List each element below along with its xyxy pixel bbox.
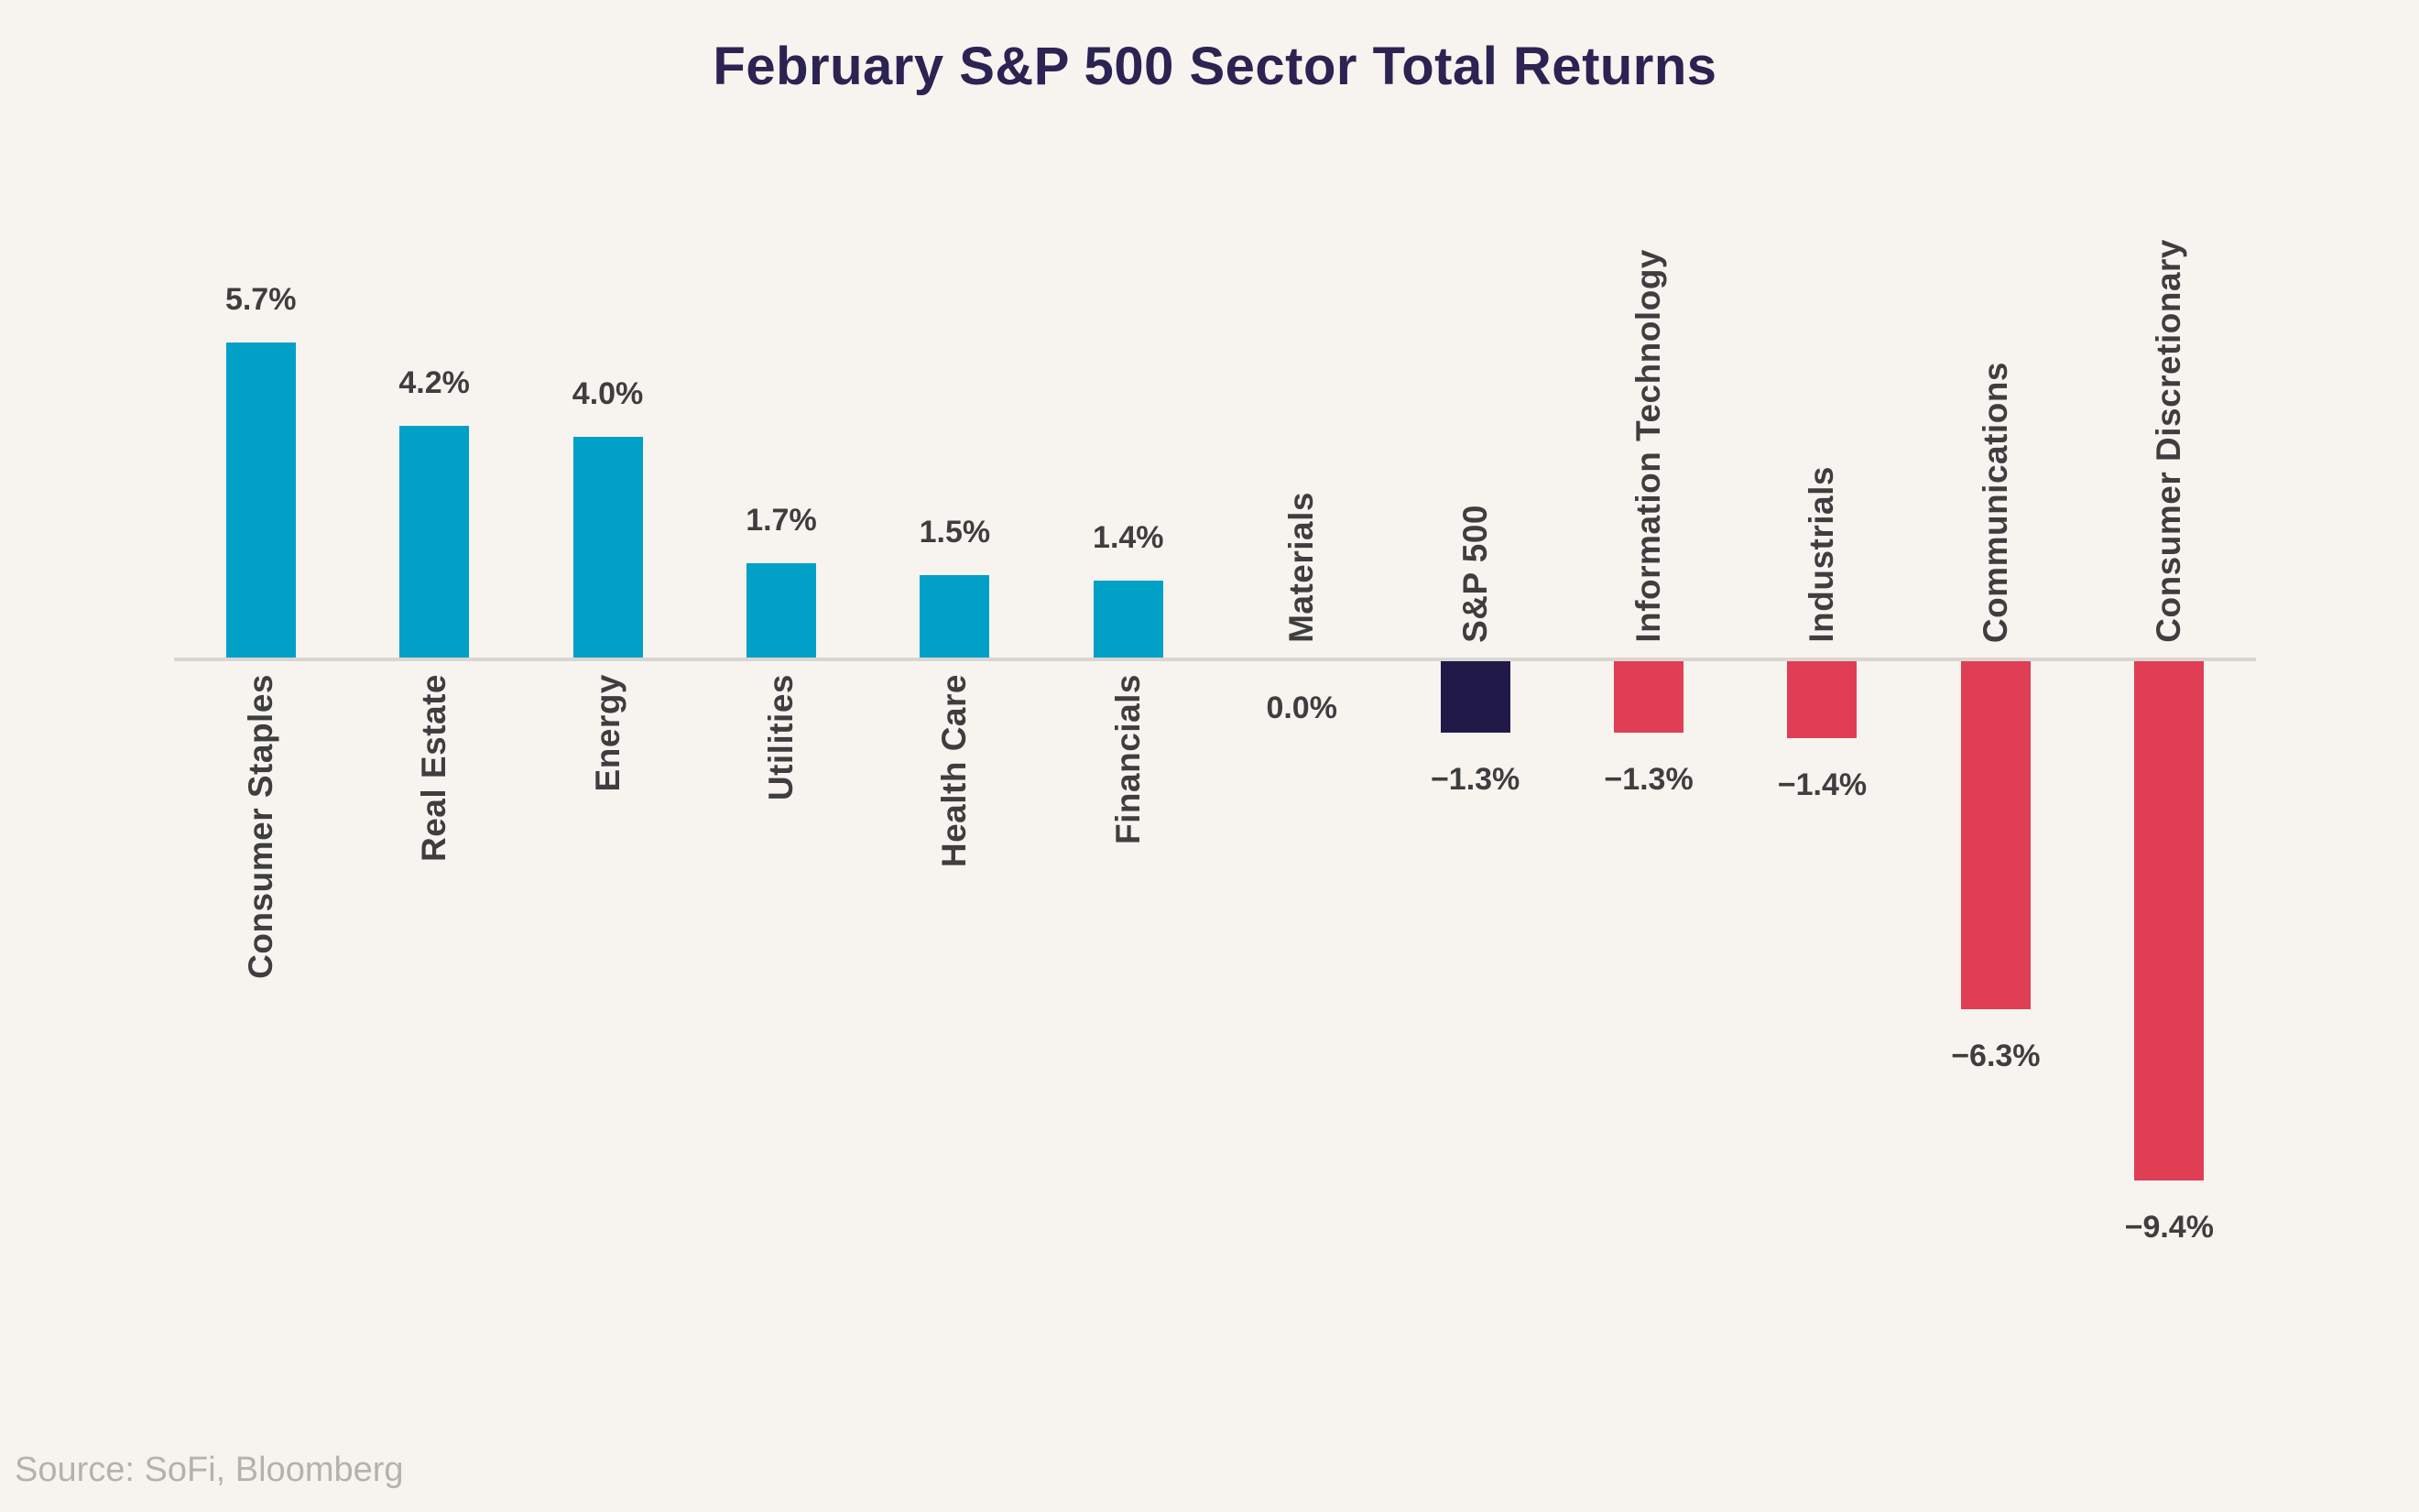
value-label-communications: −6.3% — [1951, 1039, 2041, 1073]
category-label-energy: Energy — [588, 674, 627, 792]
category-label-communications: Communications — [1976, 361, 2014, 643]
category-label-utilities: Utilities — [761, 674, 800, 801]
bar-health-care — [920, 575, 990, 658]
bar-s-p-500 — [1440, 661, 1510, 733]
bar-communications — [1960, 661, 2031, 1009]
zero-axis-line — [174, 658, 2256, 661]
value-label-financials: 1.4% — [1093, 520, 1164, 555]
chart-title: February S&P 500 Sector Total Returns — [713, 37, 1717, 96]
value-label-health-care: 1.5% — [919, 515, 991, 549]
category-label-financials: Financials — [1108, 674, 1147, 844]
value-label-utilities: 1.7% — [746, 503, 817, 538]
bar-industrials — [1787, 661, 1858, 738]
bar-consumer-discretionary — [2134, 661, 2205, 1180]
value-label-real-estate: 4.2% — [398, 365, 470, 400]
category-label-consumer-discretionary: Consumer Discretionary — [2150, 239, 2188, 643]
value-label-s-p-500: −1.3% — [1430, 762, 1520, 797]
category-label-s-p-500: S&P 500 — [1455, 505, 1494, 643]
value-label-energy: 4.0% — [572, 376, 644, 411]
value-label-consumer-staples: 5.7% — [224, 282, 297, 317]
category-label-consumer-staples: Consumer Staples — [241, 674, 279, 979]
value-label-consumer-discretionary: −9.4% — [2124, 1210, 2214, 1245]
category-label-health-care: Health Care — [935, 674, 974, 868]
category-label-real-estate: Real Estate — [415, 674, 453, 862]
bar-energy — [572, 437, 643, 658]
bar-utilities — [746, 563, 816, 658]
bar-financials — [1093, 581, 1163, 658]
category-label-materials: Materials — [1282, 492, 1321, 643]
value-label-information-technology: −1.3% — [1604, 762, 1694, 797]
source-note: Source: SoFi, Bloomberg — [15, 1451, 404, 1489]
value-label-industrials: −1.4% — [1777, 767, 1868, 802]
bar-consumer-staples — [225, 343, 296, 658]
value-label-materials: 0.0% — [1266, 691, 1337, 725]
bar-information-technology — [1614, 661, 1684, 733]
bar-real-estate — [399, 426, 470, 658]
category-label-information-technology: Information Technology — [1629, 249, 1668, 643]
category-label-industrials: Industrials — [1803, 466, 1841, 643]
